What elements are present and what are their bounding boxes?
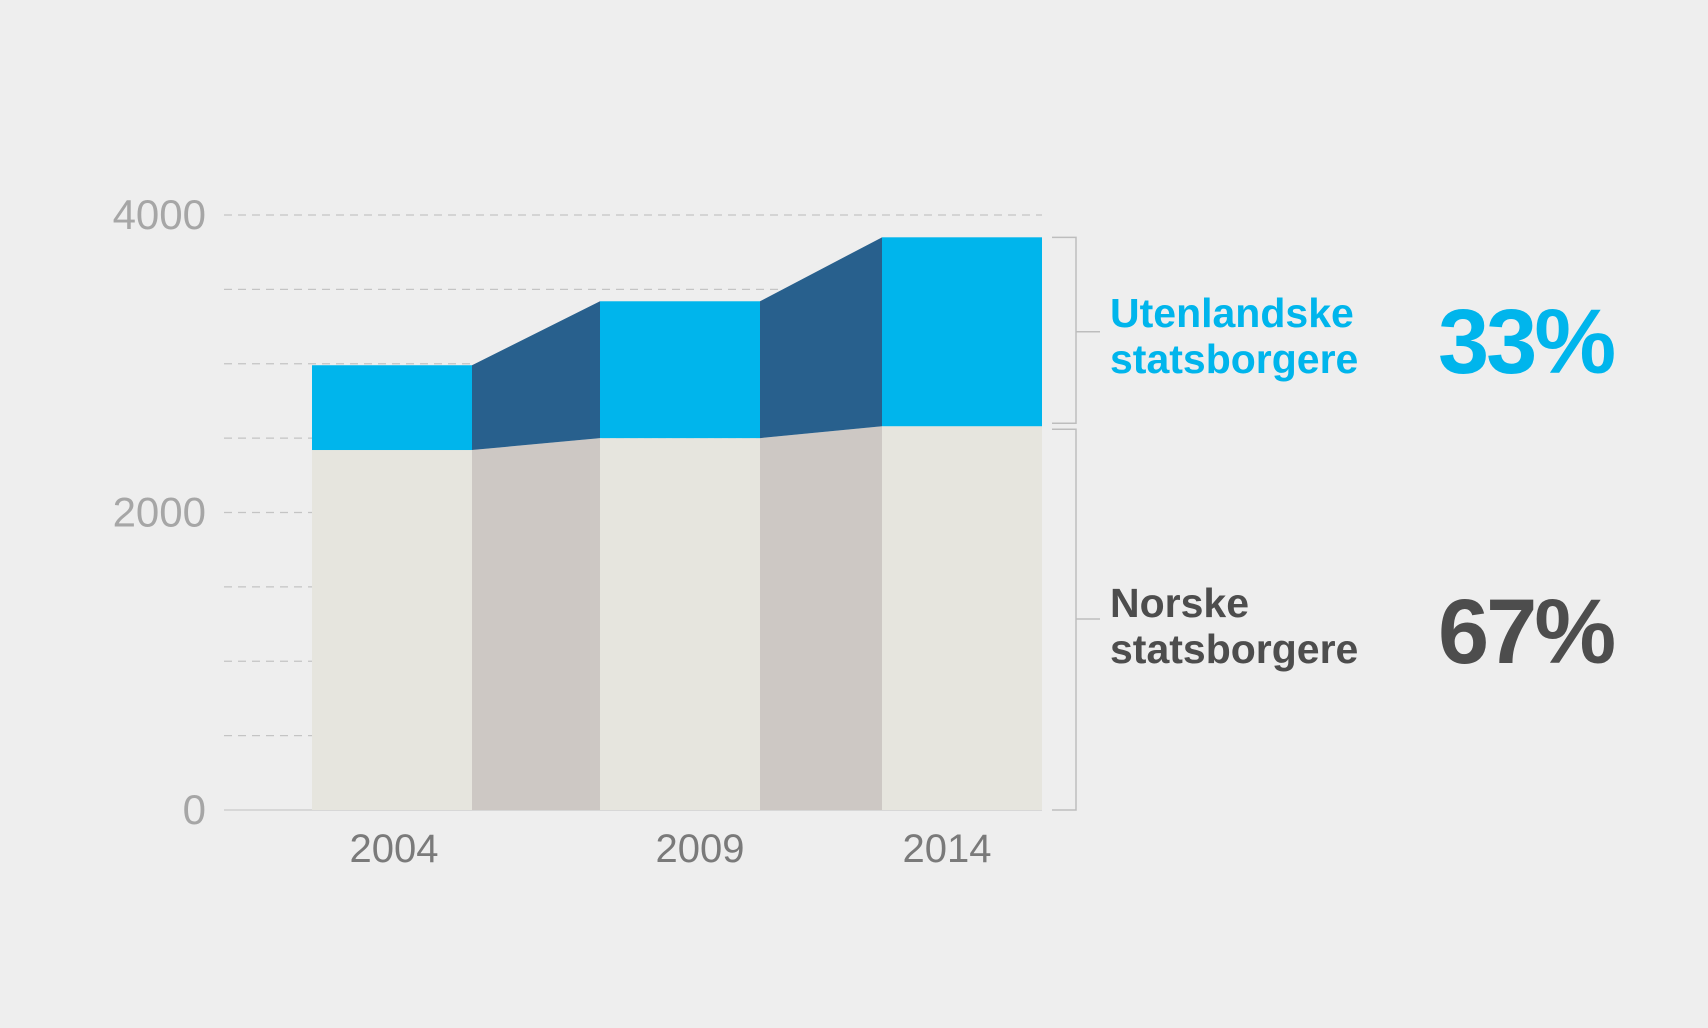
x-tick-label: 2004 xyxy=(350,827,439,871)
legend-foreign-label-line2: statsborgere xyxy=(1110,336,1359,382)
legend-foreign-label-line1: Utenlandske xyxy=(1110,290,1354,336)
bracket-norske xyxy=(1052,428,1077,811)
legend-foreign-label: Utenlandske statsborgere xyxy=(1110,290,1430,382)
x-tick-label: 2009 xyxy=(656,827,745,871)
bracket-utenlandske xyxy=(1052,236,1077,424)
y-tick-label: 0 xyxy=(183,786,206,833)
x-axis-ticks: 2004 2009 2014 xyxy=(350,827,992,871)
connector-norske xyxy=(760,426,882,810)
connector-utenlandske xyxy=(472,301,600,451)
bar-utenlandske-2004 xyxy=(312,365,472,451)
legend-norwegian-percent: 67% xyxy=(1438,581,1616,683)
bar-utenlandske-2014 xyxy=(882,237,1042,427)
legend-foreign-percent: 33% xyxy=(1438,291,1616,393)
y-tick-label: 4000 xyxy=(113,191,206,238)
legend-norwegian-label-line1: Norske xyxy=(1110,580,1250,626)
connector-norske xyxy=(472,438,600,810)
legend-brackets xyxy=(1052,236,1100,811)
bar-connectors xyxy=(472,237,882,810)
connector-utenlandske xyxy=(760,237,882,439)
x-tick-label: 2014 xyxy=(903,827,992,871)
bar-norske-2009 xyxy=(600,438,760,810)
y-axis-ticks: 0 2000 4000 xyxy=(113,191,206,833)
bar-norske-2014 xyxy=(882,426,1042,810)
bar-norske-2004 xyxy=(312,450,472,810)
bars xyxy=(312,237,1042,810)
y-tick-label: 2000 xyxy=(113,489,206,536)
legend-norwegian-label-line2: statsborgere xyxy=(1110,626,1359,672)
bar-utenlandske-2009 xyxy=(600,301,760,439)
legend-norwegian-label: Norske statsborgere xyxy=(1110,580,1430,672)
